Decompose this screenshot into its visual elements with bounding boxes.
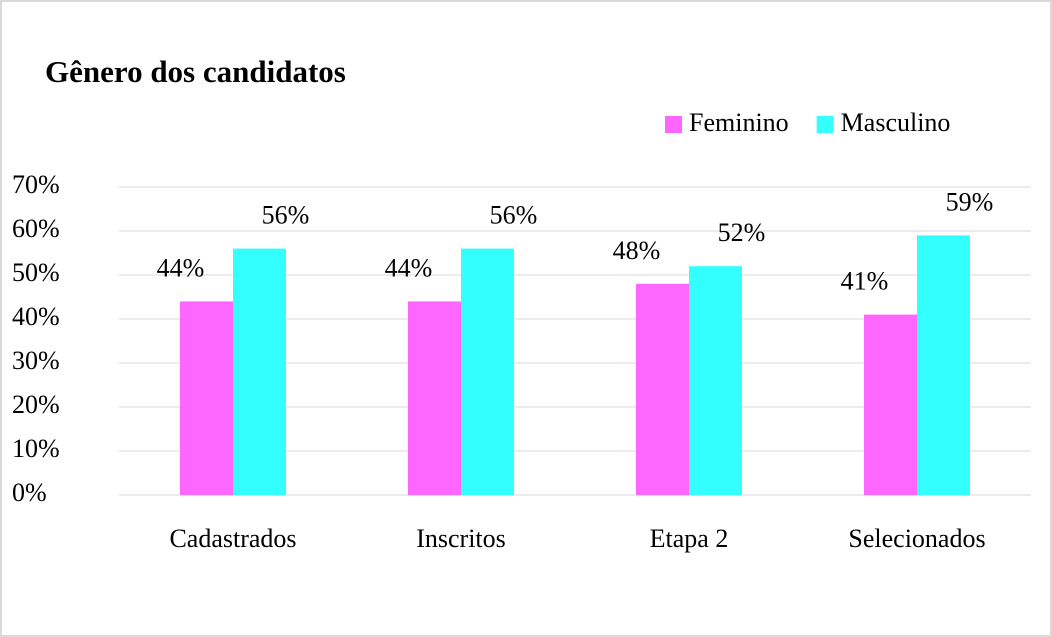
bar (233, 248, 286, 495)
data-label: 56% (490, 201, 538, 230)
y-tick-label: 50% (12, 258, 60, 287)
bar (180, 301, 233, 495)
bar (461, 248, 514, 495)
bar (917, 235, 970, 495)
y-tick-label: 60% (12, 214, 60, 243)
chart-title: Gênero dos candidatos (45, 54, 346, 89)
legend-swatch (816, 116, 834, 133)
data-label: 59% (946, 187, 994, 216)
y-tick-label: 10% (12, 434, 60, 463)
y-tick-label: 30% (12, 346, 60, 375)
x-tick-label: Etapa 2 (650, 524, 729, 553)
x-tick-label: Cadastrados (169, 524, 296, 553)
data-label: 52% (718, 218, 766, 247)
data-label: 41% (841, 267, 889, 296)
x-tick-label: Selecionados (848, 524, 985, 553)
y-tick-label: 40% (12, 302, 60, 331)
legend-label: Feminino (689, 108, 789, 137)
data-label: 44% (157, 253, 205, 282)
bar (636, 283, 689, 495)
bar (408, 301, 461, 495)
y-tick-label: 20% (12, 390, 60, 419)
x-tick-label: Inscritos (416, 524, 506, 553)
data-label: 56% (262, 201, 310, 230)
bar (864, 314, 917, 495)
legend-label: Masculino (841, 108, 951, 137)
y-tick-label: 70% (12, 170, 60, 199)
data-label: 48% (613, 236, 661, 265)
data-label: 44% (385, 253, 433, 282)
y-tick-label: 0% (12, 478, 47, 507)
bar (689, 266, 742, 495)
legend-swatch (665, 116, 682, 133)
